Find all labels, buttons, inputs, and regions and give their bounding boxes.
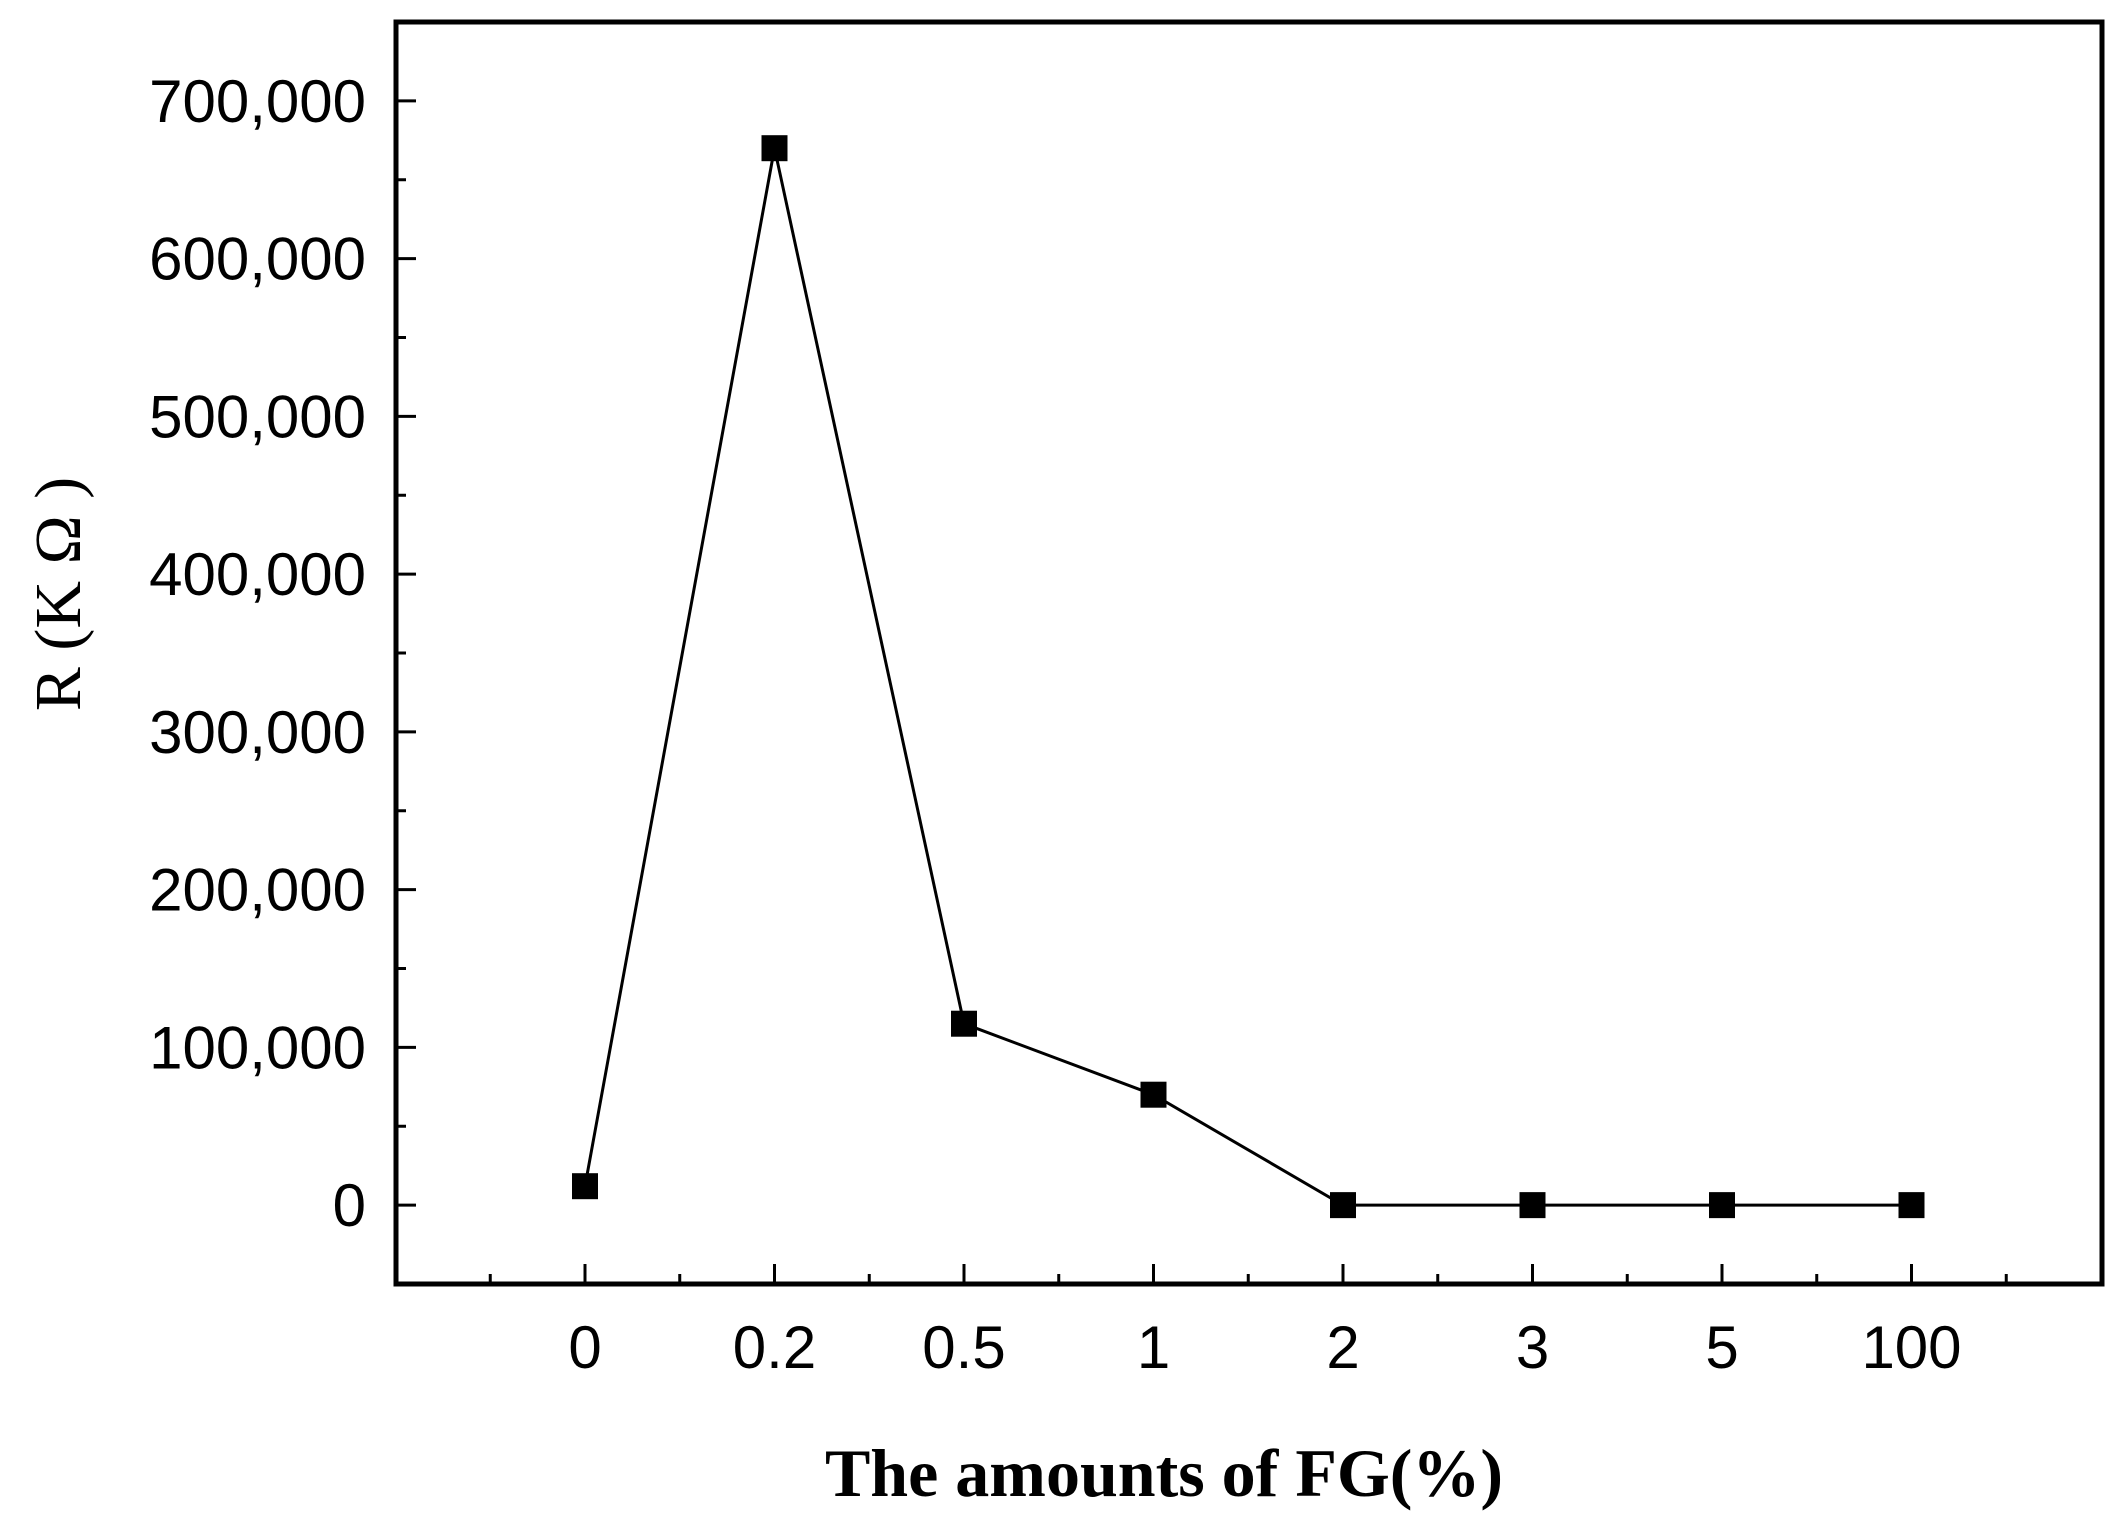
y-axis-ticks: 0 100,000 200,000 300,000 400,000 500,000 600,… xyxy=(149,20,416,1239)
x-tick-label: 0.2 xyxy=(733,1314,816,1381)
x-axis-ticks: 0 0.2 0.5 1 2 3 5 100 xyxy=(488,1264,2008,1381)
data-point-marker xyxy=(761,135,788,162)
data-point-marker xyxy=(572,1173,598,1200)
x-tick-label: 2 xyxy=(1326,1314,1359,1381)
y-tick-label: 500,000 xyxy=(149,383,366,450)
series-line xyxy=(583,147,1912,1207)
plot-frame xyxy=(393,19,2105,1287)
data-point-marker xyxy=(951,1010,977,1037)
data-point-marker xyxy=(1140,1081,1167,1108)
x-tick-label: 1 xyxy=(1137,1314,1170,1381)
data-point-marker xyxy=(1898,1192,1925,1219)
series-markers xyxy=(572,135,1925,1219)
x-axis-title: The amounts of FG(%) xyxy=(825,1435,1503,1511)
x-tick-label: 5 xyxy=(1705,1314,1738,1381)
y-tick-label: 400,000 xyxy=(149,541,366,608)
y-tick-label: 600,000 xyxy=(149,226,366,293)
x-tick-label: 0 xyxy=(568,1314,601,1381)
x-tick-label: 100 xyxy=(1861,1314,1961,1381)
y-tick-label: 300,000 xyxy=(149,699,366,766)
data-point-marker xyxy=(1709,1192,1735,1219)
y-axis-title: R (K Ω ) xyxy=(22,477,95,711)
y-tick-label: 700,000 xyxy=(149,68,366,135)
x-tick-label: 3 xyxy=(1516,1314,1549,1381)
y-tick-label: 0 xyxy=(333,1172,366,1239)
y-tick-label: 200,000 xyxy=(149,857,366,924)
y-tick-label: 100,000 xyxy=(149,1014,366,1081)
x-tick-label: 0.5 xyxy=(922,1314,1005,1381)
data-point-marker xyxy=(1519,1192,1546,1219)
data-point-marker xyxy=(1330,1192,1356,1219)
